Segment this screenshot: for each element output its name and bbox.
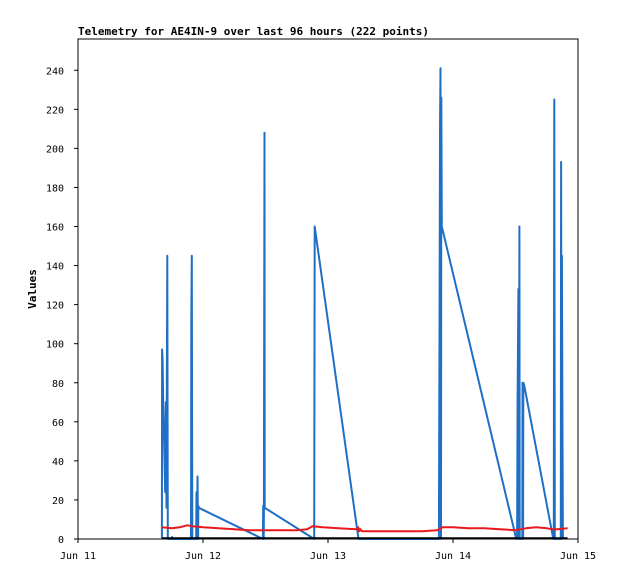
series-line-2 bbox=[161, 524, 568, 533]
y-tick-label: 60 bbox=[52, 418, 64, 429]
y-tick-label: 240 bbox=[46, 66, 64, 77]
y-tick-label: 180 bbox=[46, 183, 64, 194]
x-tick-label: Jun 12 bbox=[185, 551, 221, 562]
y-tick-label: 0 bbox=[58, 535, 64, 546]
series-group bbox=[160, 67, 568, 540]
x-axis-ticks: Jun 11 Jun 12 Jun 13 Jun 14 Jun 15 bbox=[60, 539, 596, 562]
y-tick-label: 100 bbox=[46, 340, 64, 351]
y-tick-label: 80 bbox=[52, 379, 64, 390]
chart-title: Telemetry for AE4IN-9 over last 96 hours… bbox=[78, 25, 429, 38]
y-tick-label: 220 bbox=[46, 105, 64, 116]
y-tick-label: 160 bbox=[46, 223, 64, 234]
x-tick-label: Jun 13 bbox=[310, 551, 346, 562]
y-tick-label: 200 bbox=[46, 144, 64, 155]
plot-area-frame bbox=[77, 38, 579, 540]
y-tick-label: 140 bbox=[46, 262, 64, 273]
series-line-1 bbox=[160, 67, 564, 540]
x-tick-label: Jun 11 bbox=[60, 551, 96, 562]
y-axis-label: Values bbox=[26, 269, 39, 309]
y-tick-label: 120 bbox=[46, 301, 64, 312]
y-axis-ticks: 0 20 40 60 80 100 120 140 160 180 200 220 240 bbox=[46, 66, 78, 546]
y-tick-label: 40 bbox=[52, 457, 64, 468]
y-tick-label: 20 bbox=[52, 496, 64, 507]
x-tick-label: Jun 14 bbox=[435, 551, 471, 562]
x-tick-label: Jun 15 bbox=[560, 551, 596, 562]
